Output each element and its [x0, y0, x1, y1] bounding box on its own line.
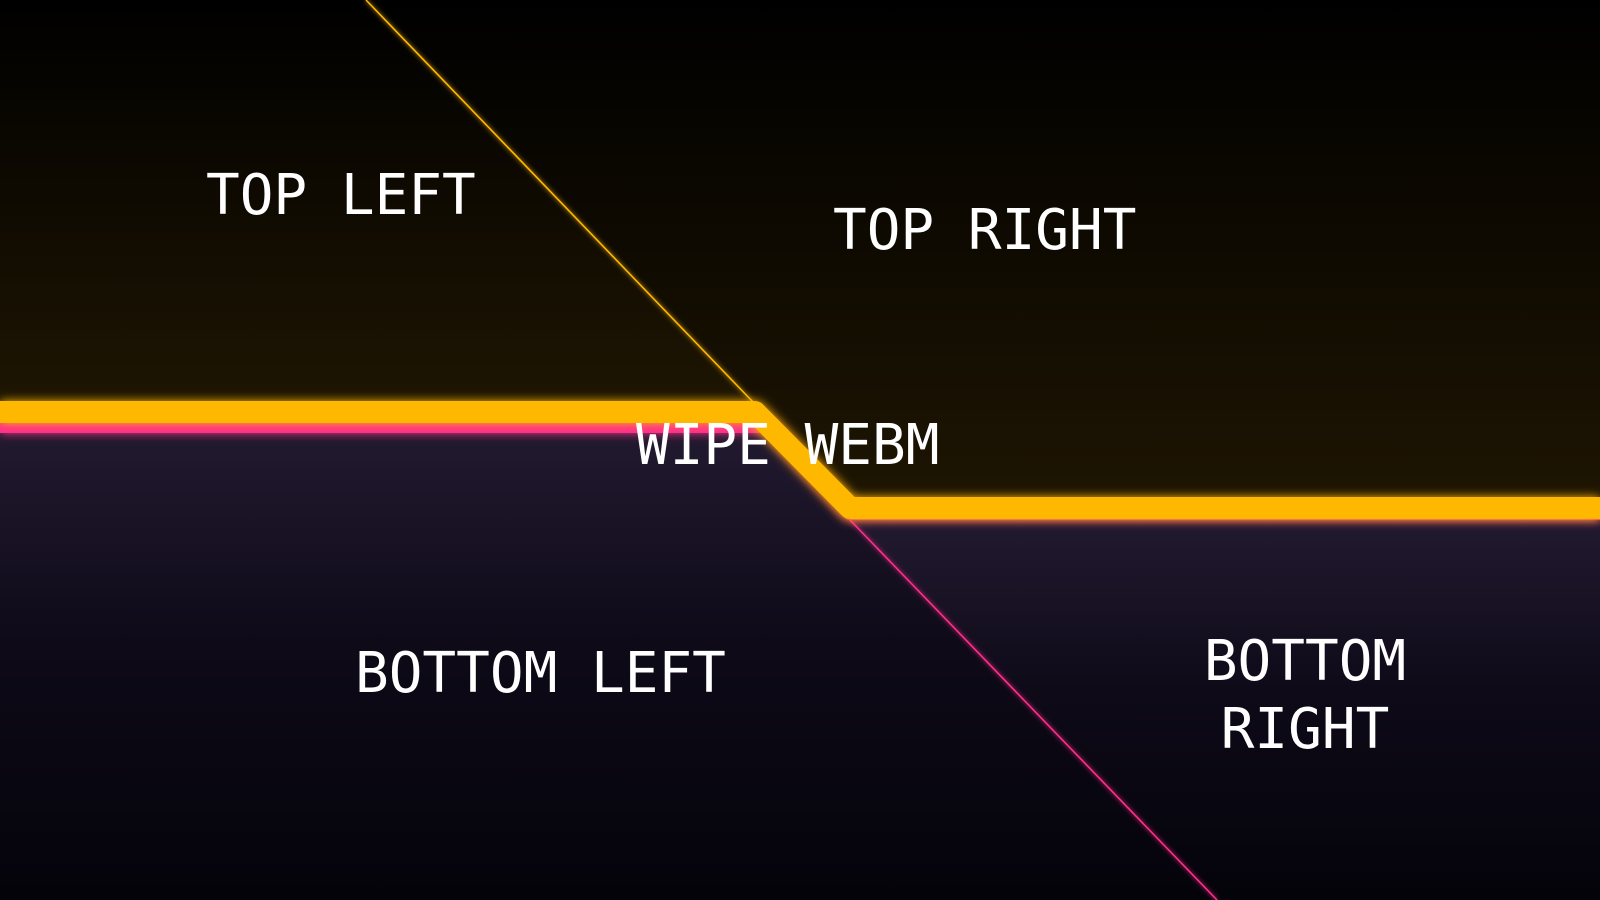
bottom-left-label: BOTTOM LEFT [355, 641, 726, 706]
bottom-right-label: BOTTOM RIGHT [1203, 629, 1407, 762]
bottom-diagonal-edge [849, 519, 1218, 900]
center-title: WIPE WEBM [636, 413, 940, 478]
bottom-right-panel [850, 520, 1600, 900]
bottom-left-panel [0, 432, 1217, 900]
top-diagonal-edge [365, 0, 754, 403]
top-left-panel [0, 0, 753, 402]
top-left-label: TOP LEFT [206, 163, 476, 228]
wipe-band-amber [0, 401, 1600, 519]
top-right-panel [366, 0, 1600, 500]
top-right-label: TOP RIGHT [833, 198, 1137, 263]
